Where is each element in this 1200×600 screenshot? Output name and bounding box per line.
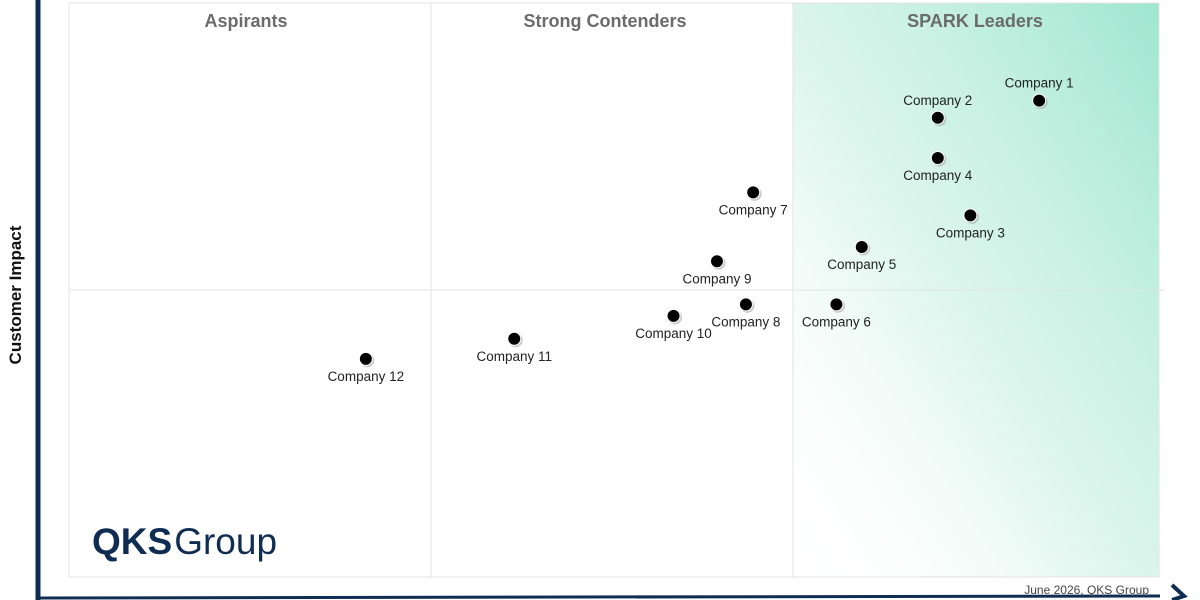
- data-point-label: Company 3: [936, 225, 1005, 240]
- data-point: [1032, 93, 1047, 108]
- data-points: Company 1 Company 2 Company 3 Company 4 Comp…: [328, 76, 1074, 384]
- logo-light-text: Group: [174, 521, 277, 562]
- data-point-label: Company 8: [711, 314, 780, 329]
- data-point-label: Company 12: [328, 369, 405, 384]
- x-axis-arrow-icon: [1170, 583, 1188, 600]
- quadrant-title-strong-contenders: Strong Contenders: [523, 11, 686, 31]
- data-point: [507, 331, 522, 346]
- logo-bold-text: QKS: [92, 521, 172, 562]
- data-point: [829, 297, 844, 312]
- data-point: [358, 351, 373, 366]
- data-point: [854, 239, 869, 254]
- data-point: [666, 308, 681, 323]
- qks-group-logo: QKSGroup: [92, 521, 277, 562]
- data-point-label: Company 6: [802, 314, 871, 329]
- data-point: [746, 185, 761, 200]
- data-point-label: Company 2: [903, 93, 972, 108]
- data-point-label: Company 10: [635, 326, 712, 341]
- quadrant-title-spark-leaders: SPARK Leaders: [907, 11, 1043, 31]
- data-point: [738, 297, 753, 312]
- footer-credit: June 2026, QKS Group: [1024, 583, 1149, 597]
- quadrant-title-aspirants: Aspirants: [204, 11, 287, 31]
- x-axis-line: [39, 594, 1161, 600]
- data-point: [963, 208, 978, 223]
- data-point-label: Company 5: [827, 257, 896, 272]
- data-point-label: Company 4: [903, 168, 973, 183]
- data-point-label: Company 9: [682, 271, 751, 286]
- data-point-label: Company 11: [476, 349, 552, 364]
- data-point: [709, 254, 724, 269]
- data-point-label: Company 1: [1005, 76, 1074, 91]
- data-point-label: Company 7: [719, 202, 788, 217]
- data-point: [930, 150, 945, 165]
- data-point: [930, 110, 945, 125]
- y-axis-label: Customer Impact: [6, 225, 25, 364]
